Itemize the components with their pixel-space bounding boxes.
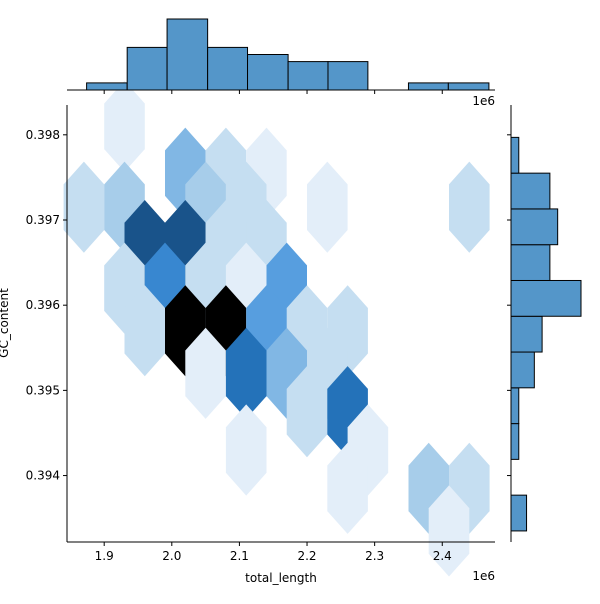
- top-offset-label: 1e6: [472, 94, 495, 108]
- hexbin-cell: [428, 485, 470, 577]
- right-marginal-histogram: [510, 105, 582, 542]
- x-axis-label: total_length: [245, 571, 317, 585]
- hexbin-cell: [327, 442, 368, 534]
- hexbin-cell: [449, 161, 490, 253]
- hexbin-cell: [185, 327, 226, 419]
- right-hist-bar: [510, 351, 535, 389]
- right-hist-bar: [510, 279, 582, 317]
- top-hist-bar: [207, 46, 249, 91]
- y-tick-label: 0.398: [26, 128, 60, 142]
- top-hist-bar: [327, 61, 369, 91]
- hexbin-cell: [124, 285, 165, 377]
- right-hist-bar: [510, 208, 559, 246]
- top-hist-bar: [166, 18, 209, 91]
- hexbin-cell: [225, 327, 267, 419]
- hexbin-cell: [307, 161, 348, 253]
- right-hist-bar: [510, 315, 543, 353]
- hexbin-cell: [104, 80, 145, 172]
- top-hist-bar: [407, 82, 449, 91]
- top-hist-bar: [247, 54, 289, 91]
- hexbin-layer: [63, 80, 490, 577]
- main-axes: [66, 105, 495, 543]
- x-tick-label: 2.1: [230, 549, 249, 563]
- top-hist-bar: [287, 61, 329, 91]
- top-marginal-histogram: [67, 18, 495, 91]
- right-hist-bar: [510, 172, 551, 210]
- right-hist-bar: [510, 244, 551, 281]
- x-offset-label: 1e6: [472, 569, 495, 583]
- y-tick-label: 0.394: [26, 469, 60, 483]
- y-tick-label: 0.395: [26, 383, 60, 397]
- x-tick-label: 2.3: [365, 549, 384, 563]
- y-tick-label: 0.396: [26, 298, 60, 312]
- right-hist-bar: [510, 494, 528, 532]
- right-hist-bar: [510, 136, 520, 174]
- right-hist-bar: [510, 387, 520, 425]
- tick-layer: 1.9 2.0 2.1 2.2 2.3 2.4 0.394 0.395 0.396 0.397 0.…: [26, 90, 511, 563]
- x-tick-label: 2.0: [162, 549, 181, 563]
- hexbin-cell: [286, 366, 328, 458]
- hexbin-cell: [225, 404, 267, 496]
- y-axis-label: GC_content: [0, 288, 11, 358]
- y-tick-label: 0.397: [26, 213, 60, 227]
- x-tick-label: 1.9: [95, 549, 114, 563]
- top-hist-bar: [126, 46, 168, 91]
- x-tick-label: 2.2: [297, 549, 316, 563]
- hexbin-cell: [63, 161, 105, 253]
- top-hist-bar: [86, 82, 128, 91]
- x-tick-label: 2.4: [433, 549, 452, 563]
- right-hist-bar: [510, 423, 520, 460]
- top-hist-bar: [447, 82, 490, 91]
